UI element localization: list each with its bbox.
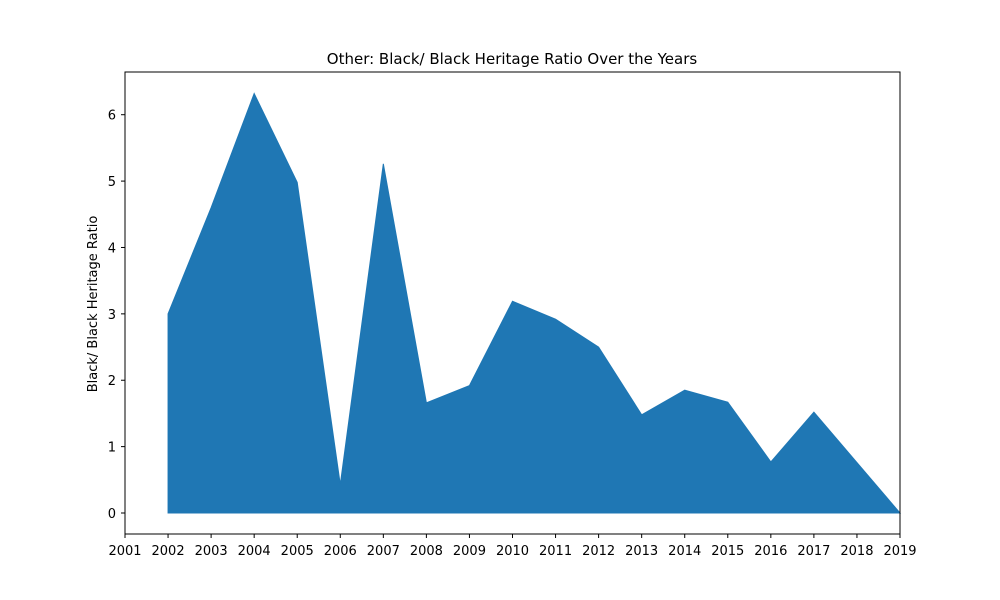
x-tick-label: 2007 <box>367 544 400 559</box>
y-tick-label: 5 <box>108 175 116 190</box>
data-point-2002 <box>166 312 170 316</box>
data-point-2018 <box>855 461 859 465</box>
x-tick-label: 2001 <box>108 544 141 559</box>
data-point-2005 <box>295 180 299 184</box>
x-tick-label: 2019 <box>883 544 916 559</box>
y-tick-label: 0 <box>108 507 116 522</box>
data-point-2003 <box>209 206 213 210</box>
y-tick-label: 4 <box>108 241 116 256</box>
x-tick-label: 2011 <box>539 544 572 559</box>
data-point-2007 <box>381 162 385 166</box>
y-tick-label: 1 <box>108 441 116 456</box>
x-tick-label: 2014 <box>668 544 701 559</box>
data-point-2016 <box>769 460 773 464</box>
data-point-2011 <box>554 317 558 321</box>
x-tick-label: 2006 <box>324 544 357 559</box>
x-tick-label: 2010 <box>496 544 529 559</box>
data-point-2013 <box>640 413 644 417</box>
plot-area: 2001 2002 2003 2004 2005 2006 2007 2008 2009 2010… <box>108 71 917 559</box>
area-series-0 <box>167 92 902 514</box>
chart-title: Other: Black/ Black Heritage Ratio Over … <box>327 50 698 68</box>
data-point-2012 <box>597 345 601 349</box>
x-tick-label: 2013 <box>625 544 658 559</box>
data-point-2017 <box>812 410 816 414</box>
data-point-2004 <box>252 91 256 95</box>
data-point-2006 <box>338 482 342 486</box>
y-tick-label: 3 <box>108 308 116 323</box>
x-tick-label: 2008 <box>410 544 443 559</box>
y-tick-label: 6 <box>108 109 116 124</box>
data-point-2014 <box>683 388 687 392</box>
data-point-2008 <box>424 401 428 405</box>
data-point-2009 <box>467 384 471 388</box>
x-tick-label: 2018 <box>840 544 873 559</box>
x-tick-label: 2012 <box>582 544 615 559</box>
x-tick-label: 2005 <box>281 544 314 559</box>
y-tick-label: 2 <box>108 374 116 389</box>
x-tick-label: 2015 <box>711 544 744 559</box>
x-tick-label: 2003 <box>195 544 228 559</box>
data-point-2010 <box>511 299 515 303</box>
x-tick-label: 2002 <box>152 544 185 559</box>
x-tick-label: 2004 <box>238 544 271 559</box>
y-axis-label: Black/ Black Heritage Ratio <box>86 216 101 393</box>
data-point-2015 <box>726 400 730 404</box>
x-tick-label: 2016 <box>754 544 787 559</box>
x-tick-label: 2017 <box>797 544 830 559</box>
x-tick-label: 2009 <box>453 544 486 559</box>
